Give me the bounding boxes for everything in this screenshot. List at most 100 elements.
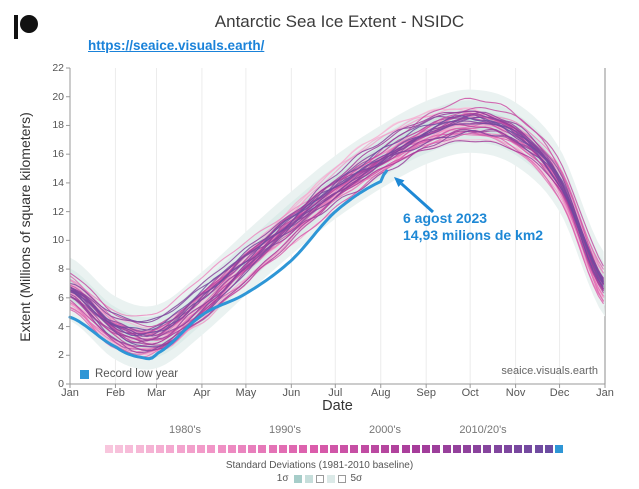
sigma-swatch-4 (326, 474, 335, 483)
record-low-legend: Record low year (80, 368, 178, 380)
decade-square-1991 (227, 445, 236, 453)
sigma-legend-right: 5σ (350, 473, 363, 484)
annotation-date: 6 agost 2023 (403, 210, 488, 226)
record-low-line (68, 169, 389, 361)
sigma-legend-swatches (293, 474, 346, 483)
decade-square-2018 (503, 445, 512, 453)
sea-ice-extent-chart (66, 67, 606, 388)
x-tick-label: Jun (282, 387, 301, 399)
sigma-swatch-1 (293, 474, 302, 483)
watermark: seaice.visuals.earth (501, 365, 598, 377)
x-axis-label: Date (322, 398, 353, 414)
y-tick-label: 16 (52, 148, 64, 161)
sigma-legend-left: 1σ (276, 473, 289, 484)
decade-square-2011 (432, 445, 441, 453)
decade-square-1992 (237, 445, 246, 453)
x-tick-label: Apr (193, 387, 211, 399)
y-tick-label: 18 (52, 119, 64, 132)
x-tick-label: Aug (370, 387, 391, 399)
decade-square-2016 (483, 445, 492, 453)
decade-square-1987 (186, 445, 195, 453)
decade-square-1995 (268, 445, 277, 453)
year-line-2022 (69, 114, 604, 337)
x-tick-label: Feb (105, 387, 125, 399)
x-tick-label: Oct (461, 387, 479, 399)
annotation-arrow-icon (394, 177, 405, 188)
year-line-2012 (69, 128, 604, 344)
decade-square-1998 (299, 445, 308, 453)
year-line-2014 (69, 114, 604, 341)
x-tick-label: Dec (549, 387, 570, 399)
decade-square-1996 (278, 445, 287, 453)
decade-square-2017 (493, 445, 502, 453)
record-low-legend-label: Record low year (95, 368, 179, 380)
y-tick-label: 6 (58, 291, 64, 304)
year-line-2021 (69, 116, 604, 331)
decade-square-2019 (514, 445, 523, 453)
y-tick-label: 2 (58, 349, 64, 362)
y-axis-label: Extent (Millions of square kilometers) (17, 112, 33, 342)
decade-label: 1990's (268, 424, 302, 436)
patreon-logo-circle (20, 15, 38, 33)
y-tick-label: 20 (52, 90, 64, 103)
decade-square-1979 (105, 445, 113, 453)
decade-square-2013 (452, 445, 461, 453)
decade-square-1983 (145, 445, 154, 453)
annotation-value: 14,93 milions de km2 (403, 227, 544, 243)
decade-square-2014 (462, 445, 471, 453)
decade-square-1989 (207, 445, 216, 453)
decade-square-2007 (391, 445, 400, 453)
sigma-swatch-2 (304, 474, 313, 483)
x-tick-label: Mar (146, 387, 166, 399)
decade-square-2020 (524, 445, 533, 453)
y-tick-label: 22 (52, 62, 64, 74)
y-tick-label: 8 (58, 263, 64, 276)
x-tick-label: Jul (328, 387, 343, 399)
decade-square-1994 (258, 445, 267, 453)
x-tick-label: May (235, 387, 257, 399)
decade-square-2012 (442, 445, 451, 453)
sigma-legend-row: 1σ 5σ (0, 473, 639, 484)
decade-square-2003 (350, 445, 359, 453)
decade-square-2009 (411, 445, 420, 453)
record-low-swatch-icon (80, 369, 89, 379)
decade-square-2023 (555, 445, 563, 453)
y-tick-label: 10 (52, 234, 64, 247)
y-tick-label: 14 (52, 176, 64, 189)
decade-square-2015 (473, 445, 482, 453)
decade-square-1997 (289, 445, 298, 453)
decade-square-2005 (370, 445, 379, 453)
patreon-logo-bar (14, 15, 18, 39)
decade-square-2010 (422, 445, 431, 453)
x-tick-label: Nov (505, 387, 526, 399)
decade-square-2022 (544, 445, 553, 453)
y-tick-label: 0 (58, 378, 64, 390)
decade-square-1999 (309, 445, 318, 453)
decade-square-2000 (319, 445, 328, 453)
record-annotation: 6 agost 2023 14,93 milions de km2 (403, 210, 543, 244)
x-tick-label: Sep (416, 387, 436, 399)
sigma-swatch-5 (337, 474, 346, 483)
decade-label: 2000's (368, 424, 402, 436)
x-tick-label: Jan (61, 387, 79, 399)
patreon-logo-icon[interactable] (14, 15, 42, 41)
decade-square-1986 (176, 445, 185, 453)
decade-square-2006 (381, 445, 390, 453)
decade-square-2004 (360, 445, 369, 453)
year-line-2020 (69, 122, 604, 348)
year-line-2018 (69, 120, 604, 323)
decade-square-2008 (401, 445, 410, 453)
x-tick-label: Jan (596, 387, 614, 399)
sigma-swatch-3 (315, 474, 324, 483)
decade-square-1980 (115, 445, 124, 453)
y-tick-label: 12 (52, 205, 64, 218)
decade-square-2021 (534, 445, 543, 453)
decade-square-1981 (125, 445, 134, 453)
site-link[interactable]: https://seaice.visuals.earth/ (88, 38, 265, 53)
sigma-legend-title: Standard Deviations (1981-2010 baseline) (225, 460, 414, 471)
decade-square-2001 (330, 445, 338, 453)
decade-square-1984 (156, 445, 165, 453)
decade-label: 1980's (168, 424, 202, 436)
decade-square-1990 (217, 445, 226, 453)
